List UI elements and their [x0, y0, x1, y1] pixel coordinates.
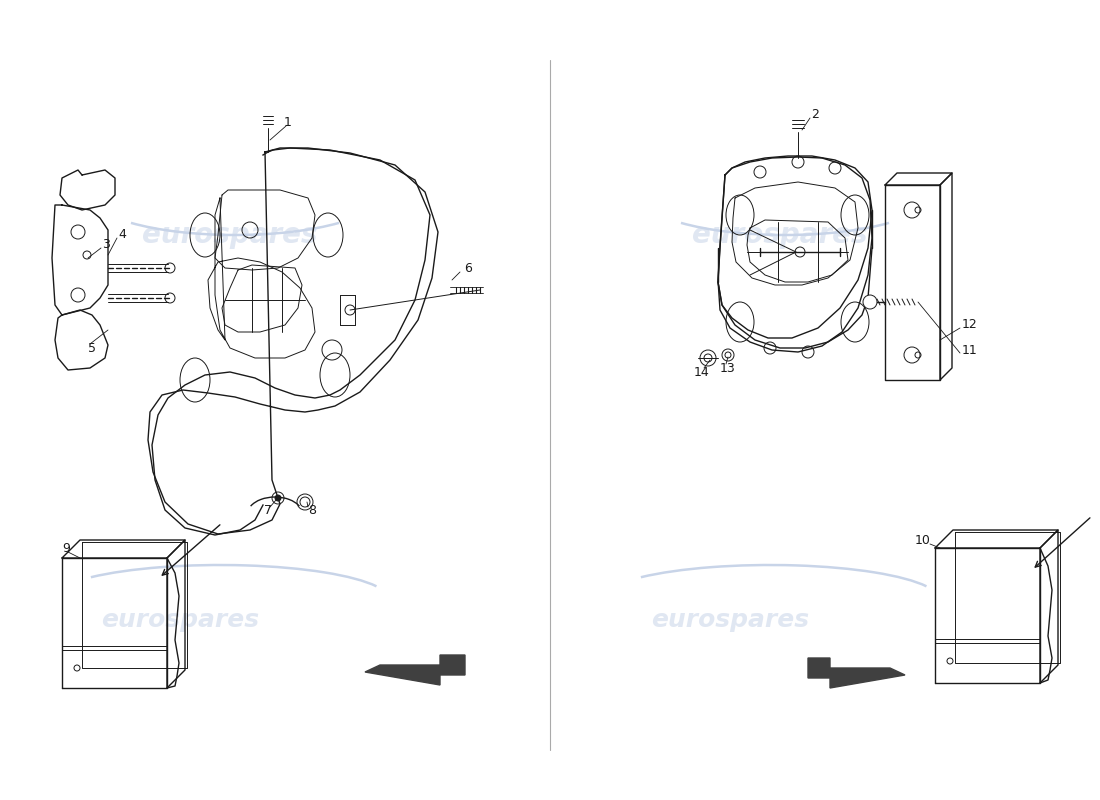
- Text: eurospares: eurospares: [142, 221, 318, 249]
- Text: 13: 13: [720, 362, 736, 374]
- Text: 2: 2: [811, 107, 818, 121]
- Text: eurospares: eurospares: [101, 608, 260, 632]
- Text: 9: 9: [62, 542, 70, 554]
- Text: 6: 6: [464, 262, 472, 274]
- Ellipse shape: [275, 495, 280, 501]
- Text: 10: 10: [915, 534, 931, 546]
- Text: eurospares: eurospares: [651, 608, 810, 632]
- Ellipse shape: [864, 295, 877, 309]
- Text: 3: 3: [102, 238, 110, 251]
- Text: 8: 8: [308, 503, 316, 517]
- Polygon shape: [808, 658, 905, 688]
- Text: 11: 11: [962, 343, 978, 357]
- Text: 5: 5: [88, 342, 96, 354]
- Polygon shape: [365, 655, 465, 685]
- Text: 12: 12: [962, 318, 978, 331]
- Text: 1: 1: [284, 115, 292, 129]
- Text: 4: 4: [118, 229, 125, 242]
- Text: eurospares: eurospares: [692, 221, 868, 249]
- Text: 7: 7: [264, 503, 272, 517]
- Text: 14: 14: [694, 366, 710, 378]
